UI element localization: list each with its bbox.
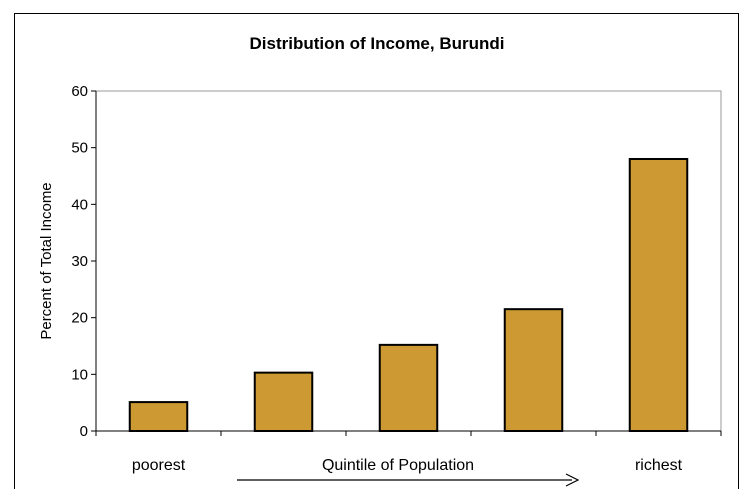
y-tick-label: 40: [71, 196, 88, 213]
x-axis-ticks: [95, 431, 722, 436]
category-labels: poorest richest: [132, 457, 683, 474]
category-label-poorest: poorest: [132, 457, 186, 474]
y-tick-label: 0: [80, 423, 88, 440]
category-label-richest: richest: [635, 457, 683, 474]
y-tick-label: 60: [71, 83, 88, 100]
bar-quintile-3: [378, 343, 439, 432]
bar-quintile-2: [253, 371, 314, 432]
bars: [128, 158, 689, 433]
chart-title: Distribution of Income, Burundi: [250, 34, 505, 53]
bar-quintile-4: [503, 308, 564, 432]
y-axis-ticks: 0 10 20 30 40 50 60: [71, 83, 96, 440]
bar-quintile-5: [628, 158, 689, 432]
y-tick-label: 10: [71, 366, 88, 383]
x-axis-arrowhead-icon: [565, 473, 580, 487]
bar-quintile-1: [128, 401, 189, 433]
y-tick-label: 50: [71, 140, 88, 157]
y-axis-label: Percent of Total Income: [38, 182, 55, 339]
x-axis-label: Quintile of Population: [322, 457, 474, 474]
y-tick-label: 20: [71, 310, 88, 327]
y-tick-label: 30: [71, 253, 88, 270]
